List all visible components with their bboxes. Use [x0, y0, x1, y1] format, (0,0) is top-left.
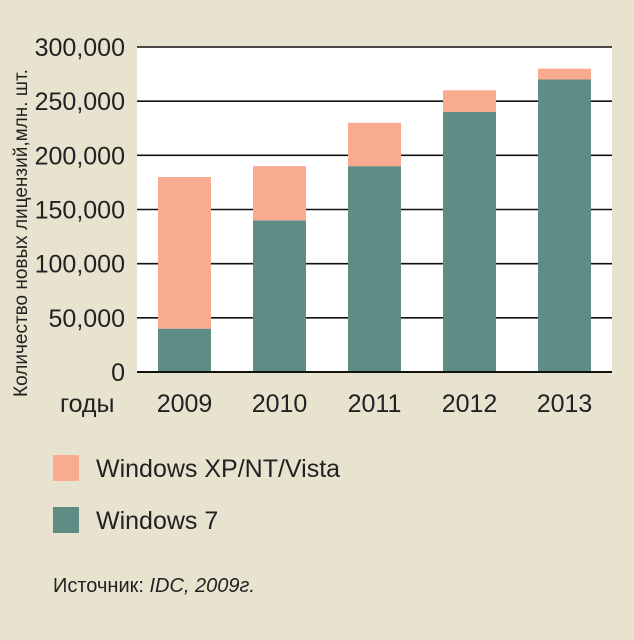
bar-windows-xp-nt-vista-2013: [538, 68, 591, 80]
bar-windows-7-2012: [443, 112, 496, 372]
y-tick-label: 200,000: [35, 142, 125, 170]
x-tick-labels: 2009 2010 2011 2012 2013: [157, 390, 593, 418]
bar-windows-xp-nt-vista-2009: [158, 177, 211, 329]
y-tick-label: 250,000: [35, 88, 125, 116]
bar-windows-7-2010: [253, 220, 306, 372]
y-tick-label: 0: [111, 359, 125, 387]
legend: Windows XP/NT/Vista Windows 7: [53, 455, 340, 535]
y-tick-label: 50,000: [49, 305, 125, 333]
bar-windows-7-2011: [348, 166, 401, 372]
x-prefix-label: годы: [60, 390, 114, 418]
bar-windows-xp-nt-vista-2011: [348, 122, 401, 167]
x-tick-label: 2009: [157, 390, 213, 418]
legend-label: Windows 7: [96, 507, 218, 535]
bar-windows-xp-nt-vista-2012: [443, 90, 496, 112]
x-tick-label: 2012: [442, 390, 498, 418]
y-tick-labels: 0 50,000 100,000 150,000 200,000 250,000 300,0…: [35, 34, 125, 387]
bar-windows-7-2013: [538, 79, 591, 372]
y-tick-label: 300,000: [35, 34, 125, 62]
bar-windows-7-2009: [158, 328, 211, 372]
legend-label: Windows XP/NT/Vista: [96, 455, 340, 483]
bar-windows-xp-nt-vista-2010: [253, 166, 306, 221]
y-axis-label: Количество новых лицензий,млн. шт.: [11, 69, 32, 397]
y-tick-label: 150,000: [35, 197, 125, 225]
bars: [158, 68, 591, 372]
source-citation: IDC, 2009г.: [150, 575, 255, 597]
source-note: Источник: IDC, 2009г.: [53, 575, 255, 597]
x-tick-label: 2010: [252, 390, 308, 418]
x-tick-label: 2011: [348, 390, 402, 418]
legend-swatch: [53, 507, 79, 533]
x-tick-label: 2013: [537, 390, 593, 418]
legend-swatch: [53, 455, 79, 481]
source-prefix: Источник:: [53, 575, 150, 597]
y-tick-label: 100,000: [35, 251, 125, 279]
